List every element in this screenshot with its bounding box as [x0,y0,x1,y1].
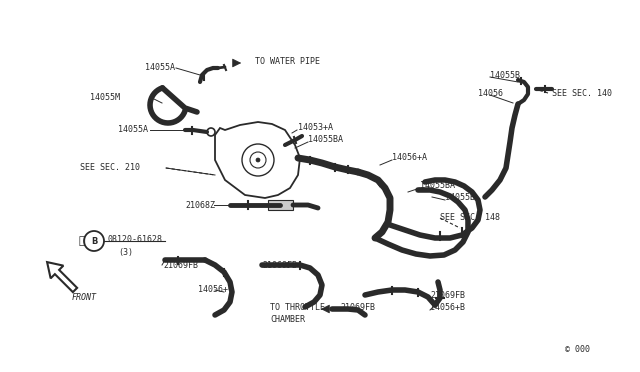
Circle shape [256,158,260,162]
Text: 14055B: 14055B [490,71,520,80]
Text: (3): (3) [118,247,133,257]
Text: FRONT: FRONT [72,294,97,302]
Text: 14055BA: 14055BA [308,135,343,144]
Text: 14056+A: 14056+A [392,154,427,163]
Text: 21069FB: 21069FB [430,291,465,299]
Text: SEE SEC. 210: SEE SEC. 210 [80,164,140,173]
Text: 14055A: 14055A [118,125,148,135]
Text: 14053+A: 14053+A [298,124,333,132]
Text: 21069FB: 21069FB [340,304,375,312]
Text: CHAMBER: CHAMBER [270,315,305,324]
Text: 14055A: 14055A [145,64,175,73]
Text: TO THROTTLE: TO THROTTLE [270,304,325,312]
Text: B: B [91,237,97,246]
Text: 21068Z: 21068Z [185,201,215,209]
Text: SEE SEC. 148: SEE SEC. 148 [440,214,500,222]
Text: Ⓑ: Ⓑ [79,236,85,246]
Text: 14055M: 14055M [90,93,120,103]
Text: SEE SEC. 140: SEE SEC. 140 [552,89,612,97]
Text: 14056+C: 14056+C [198,285,233,295]
Text: 14055BA: 14055BA [420,180,455,189]
Text: TO WATER PIPE: TO WATER PIPE [255,58,320,67]
Text: 21069FB: 21069FB [262,260,297,269]
Bar [268,200,293,210]
Text: 14056: 14056 [478,89,503,97]
Text: 21069FB: 21069FB [163,260,198,269]
Text: 14055B: 14055B [445,192,475,202]
Text: 08120-61628: 08120-61628 [108,235,163,244]
Text: © 000: © 000 [565,346,590,355]
Text: 14056+B: 14056+B [430,304,465,312]
